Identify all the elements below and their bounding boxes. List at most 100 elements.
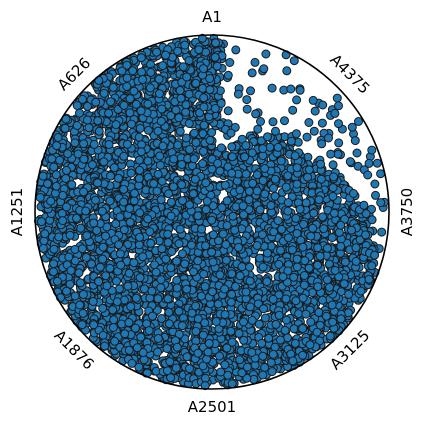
scatter-point — [176, 87, 184, 95]
scatter-point — [208, 288, 216, 296]
scatter-point — [290, 57, 298, 65]
scatter-point — [227, 298, 235, 306]
scatter-point — [228, 143, 236, 151]
scatter-point — [78, 245, 86, 253]
scatter-point — [79, 291, 87, 299]
scatter-point — [126, 109, 134, 117]
scatter-point — [99, 304, 107, 312]
scatter-point — [136, 209, 144, 217]
scatter-point — [170, 155, 178, 163]
scatter-point — [146, 228, 154, 236]
scatter-point — [206, 86, 214, 94]
scatter-point — [110, 316, 118, 324]
scatter-point — [350, 190, 358, 198]
scatter-point — [304, 173, 312, 181]
scatter-point — [346, 158, 354, 166]
scatter-point — [139, 253, 147, 261]
scatter-point — [138, 68, 146, 76]
scatter-point — [201, 283, 209, 291]
scatter-point — [240, 336, 248, 344]
scatter-point — [232, 283, 240, 291]
scatter-point — [156, 90, 164, 98]
scatter-point — [127, 303, 135, 311]
scatter-point — [136, 124, 144, 132]
scatter-point — [130, 197, 138, 205]
scatter-point — [214, 159, 222, 167]
scatter-point — [95, 127, 103, 135]
scatter-point — [288, 246, 296, 254]
scatter-point — [209, 231, 217, 239]
scatter-point — [95, 278, 103, 286]
scatter-point — [320, 225, 328, 233]
scatter-point — [329, 184, 337, 192]
scatter-point — [282, 295, 290, 303]
scatter-point — [131, 324, 139, 332]
scatter-point — [329, 161, 337, 169]
scatter-point — [323, 244, 331, 252]
scatter-point — [174, 141, 182, 149]
scatter-point — [251, 58, 259, 66]
scatter-point — [154, 348, 162, 356]
scatter-point — [176, 127, 184, 135]
scatter-point — [211, 105, 219, 113]
scatter-point — [178, 181, 186, 189]
scatter-point — [247, 87, 255, 95]
scatter-point — [253, 242, 261, 250]
scatter-point — [314, 283, 322, 291]
scatter-point — [120, 101, 128, 109]
scatter-point — [76, 301, 84, 309]
scatter-point — [206, 75, 214, 83]
scatter-point — [335, 102, 343, 110]
scatter-point — [173, 276, 181, 284]
scatter-point — [85, 124, 93, 132]
scatter-point — [170, 183, 178, 191]
scatter-point — [135, 133, 143, 141]
scatter-point — [203, 197, 211, 205]
scatter-point — [267, 202, 275, 210]
scatter-point — [199, 147, 207, 155]
scatter-point — [314, 244, 322, 252]
scatter-point — [77, 224, 85, 232]
scatter-point — [287, 85, 295, 93]
scatter-point — [287, 137, 295, 145]
scatter-point — [331, 109, 339, 117]
scatter-point — [52, 171, 60, 179]
scatter-point — [126, 205, 134, 213]
scatter-point — [315, 196, 323, 204]
scatter-point — [274, 217, 282, 225]
scatter-point — [162, 51, 170, 59]
scatter-point — [179, 197, 187, 205]
scatter-point — [192, 139, 200, 147]
scatter-point — [334, 150, 342, 158]
scatter-point — [293, 164, 301, 172]
scatter-point — [222, 241, 230, 249]
scatter-point — [78, 321, 86, 329]
scatter-point — [216, 167, 224, 175]
scatter-point — [264, 133, 272, 141]
scatter-point — [175, 114, 183, 122]
scatter-point — [249, 179, 257, 187]
scatter-point — [296, 205, 304, 213]
scatter-point — [314, 261, 322, 269]
scatter-point — [300, 272, 308, 280]
scatter-point — [269, 350, 277, 358]
scatter-point — [337, 242, 345, 250]
scatter-point — [175, 240, 183, 248]
scatter-point — [360, 201, 368, 209]
scatter-point — [75, 269, 83, 277]
scatter-point — [277, 157, 285, 165]
scatter-point — [272, 320, 280, 328]
scatter-point — [330, 209, 338, 217]
scatter-point — [268, 84, 276, 92]
scatter-point — [228, 290, 236, 298]
scatter-point — [290, 273, 298, 281]
scatter-point — [120, 185, 128, 193]
scatter-point — [39, 172, 47, 180]
scatter-point — [246, 303, 254, 311]
scatter-point — [328, 301, 336, 309]
scatter-point — [172, 364, 180, 372]
scatter-point — [52, 182, 60, 190]
scatter-point — [120, 152, 128, 160]
scatter-point — [88, 161, 96, 169]
scatter-point — [326, 283, 334, 291]
